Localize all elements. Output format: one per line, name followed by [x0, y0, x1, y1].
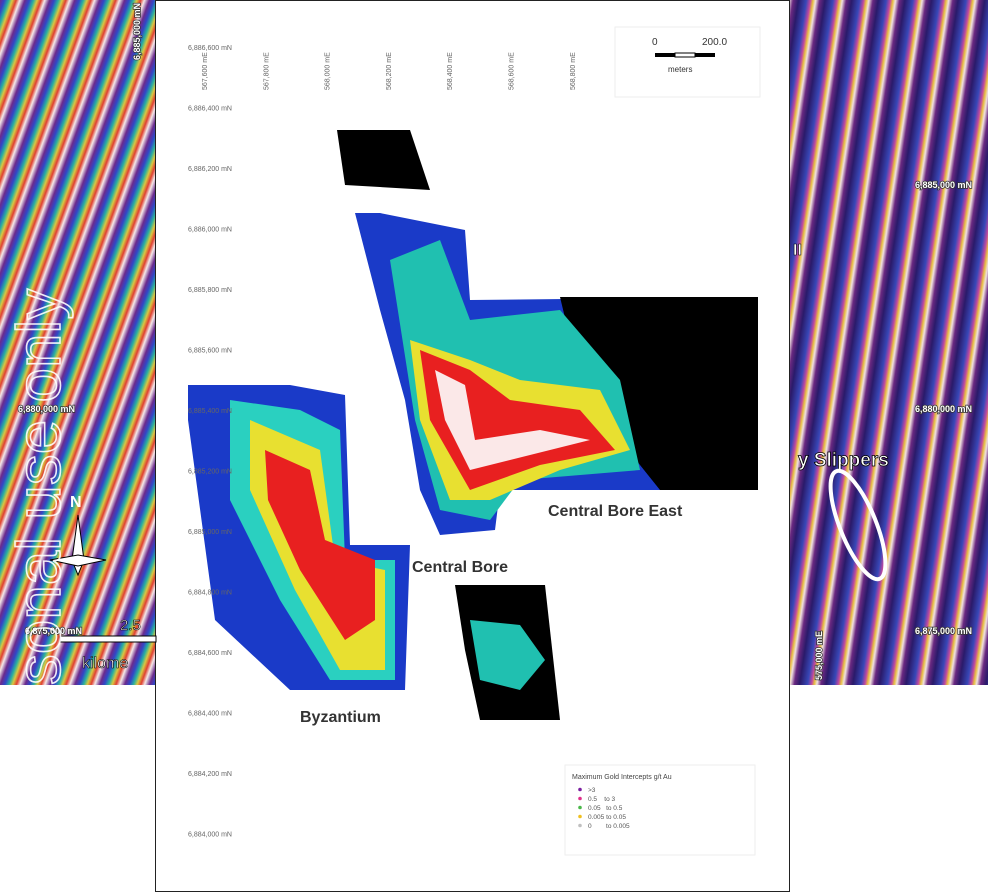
northing-label: 6,885,600 mN: [188, 348, 232, 355]
northing-label: 6,885,400 mN: [188, 408, 232, 415]
south-anomaly: [470, 620, 545, 690]
legend-title: Maximum Gold Intercepts g/t Au: [572, 774, 672, 781]
northing-label: 6,885,000 mN: [188, 529, 232, 536]
northing-label: 6,886,600 mN: [188, 45, 232, 52]
northing-label: 6,886,000 mN: [188, 227, 232, 234]
scale-value: 2.5: [120, 617, 141, 634]
legend-swatch: [578, 787, 582, 792]
byzantium-peak: [265, 450, 375, 640]
northing-label: 6,885,200 mN: [188, 469, 232, 476]
easting: 575,000 mE: [814, 631, 824, 680]
easting-label: 568,800 mE: [570, 52, 577, 90]
north-block: [337, 130, 430, 190]
northing: 6,885,000 mN: [915, 180, 972, 190]
northing-label: 6,885,800 mN: [188, 287, 232, 294]
survey-grids: [188, 130, 758, 720]
central-bore-core: [435, 370, 590, 470]
fragment: II: [793, 242, 802, 259]
northing: 6,885,000 mN: [132, 3, 142, 60]
legend-label: 0.05 to 0.5: [588, 805, 623, 812]
legend-swatch: [578, 814, 582, 819]
northing: 6,880,000 mN: [18, 404, 75, 414]
scale-end: 200.0: [702, 37, 727, 48]
right-magnetic-image: [790, 0, 988, 685]
northing-label: 6,886,400 mN: [188, 106, 232, 113]
prospect-name: y Slippers: [798, 450, 889, 471]
northing-label: 6,884,400 mN: [188, 711, 232, 718]
northing-label: 6,886,200 mN: [188, 166, 232, 173]
legend-label: 0.5 to 3: [588, 796, 615, 803]
northing: 6,875,000 mN: [915, 626, 972, 636]
area-label: Byzantium: [300, 709, 381, 726]
northing: 6,880,000 mN: [915, 404, 972, 414]
easting-label: 567,800 mE: [263, 52, 270, 90]
legend-swatch: [578, 823, 582, 828]
scale-unit: meters: [668, 65, 692, 74]
easting-label: 568,000 mE: [325, 52, 332, 90]
legend-label: 0.005 to 0.05: [588, 814, 626, 821]
area-label: Central Bore East: [548, 503, 683, 520]
central-bore-east-black: [560, 297, 758, 490]
easting-label: 568,400 mE: [447, 52, 454, 90]
watermark: For personal use only: [5, 289, 74, 885]
northing-label: 6,884,800 mN: [188, 590, 232, 597]
area-label: Central Bore: [412, 559, 508, 576]
legend-swatch: [578, 805, 582, 810]
northing-label: 6,884,600 mN: [188, 650, 232, 657]
easting-label: 568,600 mE: [509, 52, 516, 90]
easting-label: 567,600 mE: [202, 52, 209, 90]
north-arrow: N: [70, 494, 82, 511]
legend-label: 0 to 0.005: [588, 823, 630, 830]
easting-label: 568,200 mE: [386, 52, 393, 90]
legend-swatch: [578, 796, 582, 801]
left-annotations: 6,885,000 mN 6,880,000 mN 6,875,000 mN N…: [17, 2, 157, 672]
northing: 6,875,000 mN: [25, 626, 82, 636]
legend: Maximum Gold Intercepts g/t Au >3 0.5 to …: [564, 764, 756, 856]
scale-unit: kilome: [82, 655, 128, 672]
legend-label: >3: [588, 787, 596, 794]
right-annotations: 6,885,000 mN 6,880,000 mN 6,875,000 mN 5…: [793, 179, 973, 681]
northing-label: 6,884,000 mN: [188, 832, 232, 839]
scale-bar: 0 200.0 meters: [614, 26, 761, 98]
northing-label: 6,884,200 mN: [188, 771, 232, 778]
scale-start: 0: [652, 37, 658, 48]
